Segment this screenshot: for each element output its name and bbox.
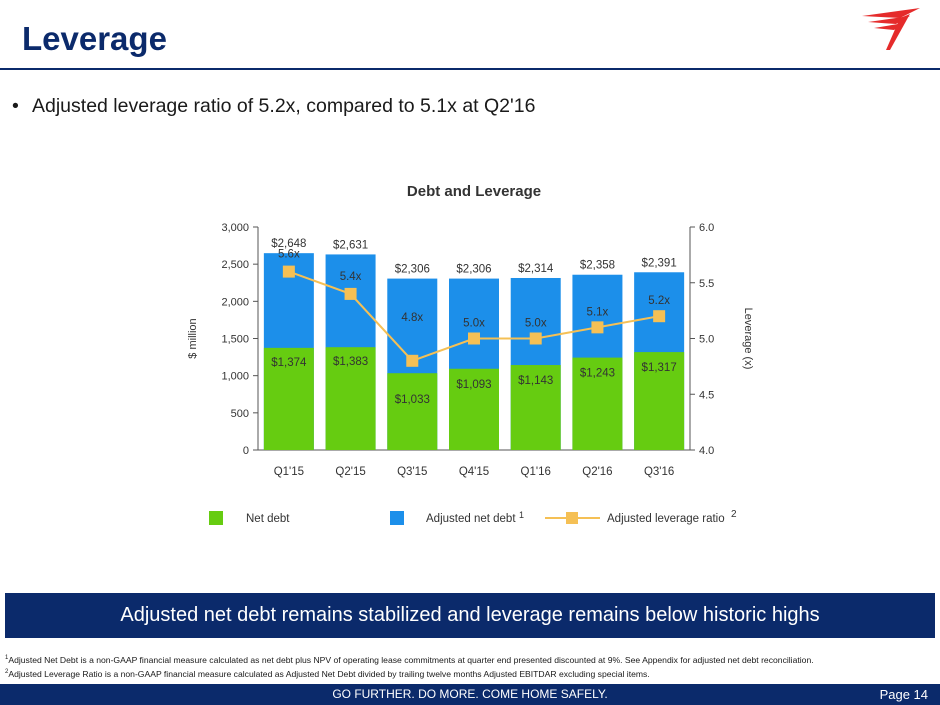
y2-tick-label: 4.5 [699,389,714,401]
net-debt-bar [387,373,438,450]
page-number: Page 14 [879,687,928,702]
adjusted-net-debt-label: $2,306 [395,264,430,276]
leverage-ratio-label: 5.4x [340,271,362,283]
legend-ratio-label: Adjusted leverage ratio [607,513,725,525]
net-debt-label: $1,143 [518,375,553,387]
summary-banner: Adjusted net debt remains stabilized and… [5,593,935,638]
net-debt-bar [449,368,499,450]
y2-tick-label: 4.0 [699,445,714,457]
leverage-ratio-marker [282,265,295,278]
footnote-2: 2Adjusted Leverage Ratio is a non-GAAP f… [5,668,650,679]
title-divider [0,68,940,70]
adjusted-net-debt-label: $2,358 [580,260,615,272]
net-debt-label: $1,317 [642,362,677,374]
legend-footnote-marker: 2 [731,509,737,520]
y-tick-label: 3,000 [221,222,249,234]
x-tick-label: Q3'16 [644,466,674,478]
net-debt-label: $1,243 [580,368,615,380]
footnote-1: 1Adjusted Net Debt is a non-GAAP financi… [5,654,814,665]
net-debt-bar [325,347,376,450]
x-tick-label: Q1'16 [521,466,551,478]
x-tick-label: Q2'16 [582,466,612,478]
y2-tick-label: 5.5 [699,278,714,290]
x-tick-label: Q4'15 [459,466,489,478]
adjusted-net-debt-label: $2,391 [642,257,677,269]
leverage-ratio-label: 5.0x [525,318,547,330]
net-debt-label: $1,374 [271,357,307,369]
bullet-point: • Adjusted leverage ratio of 5.2x, compar… [12,95,535,118]
leverage-ratio-marker [344,287,357,300]
adjusted-net-debt-label: $2,306 [456,264,491,276]
legend-net-debt-swatch [209,511,223,525]
legend-adjusted-net-debt-swatch [390,511,404,525]
net-debt-bar [572,357,623,450]
bullet-marker: • [12,95,19,117]
y-axis-label: $ million [187,318,199,358]
net-debt-label: $1,383 [333,356,368,368]
legend-ratio-marker [566,512,578,524]
footer-tagline: GO FURTHER. DO MORE. COME HOME SAFELY. [332,687,608,701]
slide-title: Leverage [22,20,167,57]
adjusted-net-debt-label: $2,631 [333,239,368,251]
leverage-ratio-marker [591,321,604,334]
y-tick-label: 0 [243,445,249,457]
legend-net-debt-label: Net debt [246,513,290,525]
debt-leverage-chart: Debt and Leverage 0 500 1,000 1,500 2,000 2,50… [187,183,754,525]
y-tick-label: 1,500 [221,334,249,346]
x-tick-label: Q1'15 [274,466,304,478]
y2-tick-label: 6.0 [699,222,714,234]
legend-adjusted-net-debt-label: Adjusted net debt [426,513,516,525]
adjusted-net-debt-label: $2,314 [518,263,554,275]
leverage-ratio-label: 5.2x [648,295,670,307]
x-tick-label: Q2'15 [335,466,365,478]
leverage-ratio-label: 4.8x [401,312,423,324]
y-tick-label: 1,000 [221,371,249,383]
leverage-ratio-marker [468,332,480,345]
net-debt-label: $1,093 [456,379,491,391]
leverage-ratio-marker [653,310,666,323]
leverage-ratio-label: 5.0x [463,318,485,330]
legend-footnote-marker: 1 [519,510,524,520]
net-debt-bar [263,347,314,450]
adjusted-net-debt-label: $2,648 [271,238,306,250]
x-tick-label: Q3'15 [397,466,427,478]
chart-title: Debt and Leverage [407,183,541,200]
y-tick-label: 2,000 [221,296,249,308]
y2-axis-label: Leverage (x) [742,308,754,370]
leverage-ratio-label: 5.1x [587,306,609,318]
leverage-ratio-marker [529,332,542,345]
footnotes: 1Adjusted Net Debt is a non-GAAP financi… [5,652,935,680]
y-tick-label: 500 [231,408,249,420]
leverage-ratio-marker [406,354,419,367]
footer-bar: GO FURTHER. DO MORE. COME HOME SAFELY. P… [0,684,940,705]
y-tick-label: 2,500 [221,259,249,271]
net-debt-label: $1,033 [395,394,430,406]
airline-logo-icon [862,8,920,50]
net-debt-bar [510,365,561,450]
net-debt-bar [634,352,685,450]
bullet-text: Adjusted leverage ratio of 5.2x, compare… [32,95,536,117]
y2-tick-label: 5.0 [699,334,714,346]
leverage-ratio-label: 5.6x [278,249,300,261]
